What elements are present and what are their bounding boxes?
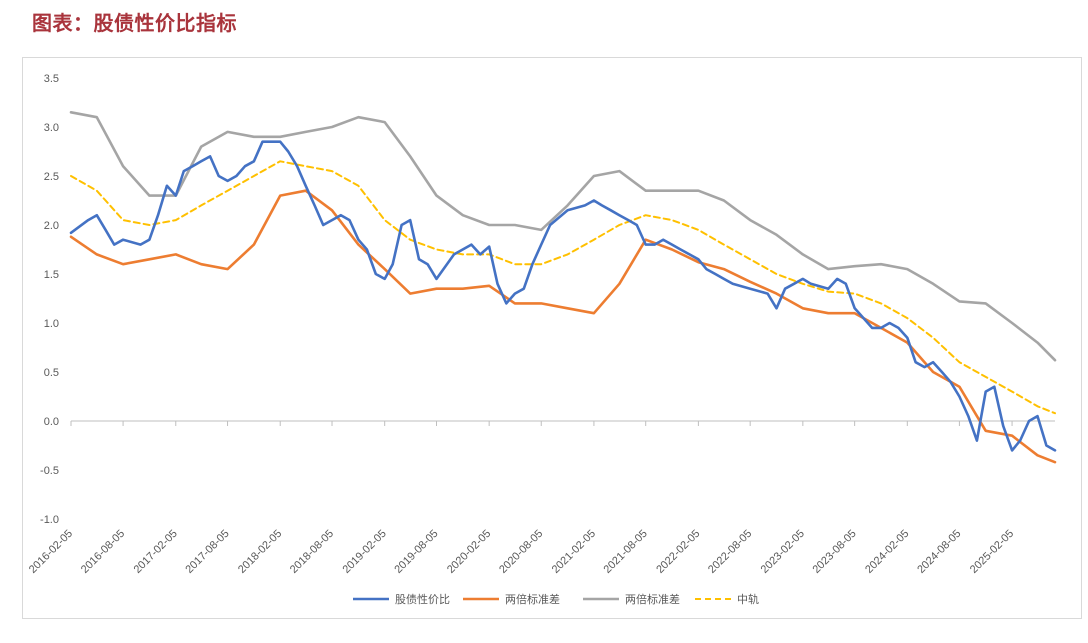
x-tick-label: 2025-02-05 <box>968 528 1016 576</box>
x-tick-label: 2020-08-05 <box>497 528 545 576</box>
x-tick-label: 2024-08-05 <box>915 528 963 576</box>
legend-label: 中轨 <box>737 592 759 606</box>
chart-svg: -1.0 -0.5 0.0 0.5 1.0 1.5 2.0 2.5 3.0 3.5 2016-02… <box>27 73 1057 606</box>
x-tick-label: 2024-02-05 <box>863 528 911 576</box>
chart-title: 图表：股债性价比指标 <box>32 11 237 35</box>
series-lines <box>69 110 1057 464</box>
legend-label: 两倍标准差 <box>505 592 560 606</box>
y-tick-label: 1.5 <box>44 269 59 281</box>
x-tick-label: 2022-02-05 <box>654 528 702 576</box>
legend: 股债性价比 两倍标准差 两倍标准差 中轨 <box>353 592 759 606</box>
x-tick-label: 2021-02-05 <box>550 528 598 576</box>
y-tick-label: 2.0 <box>44 220 59 232</box>
x-tick-label: 2023-02-05 <box>759 528 807 576</box>
series-line-0 <box>69 140 1057 452</box>
x-tick-label: 2019-08-05 <box>392 528 440 576</box>
y-tick-label: 3.5 <box>44 73 59 85</box>
y-tick-label: 2.5 <box>44 171 59 183</box>
x-tick-label: 2023-08-05 <box>810 528 858 576</box>
x-tick-label: 2020-02-05 <box>445 528 493 576</box>
y-axis: -1.0 -0.5 0.0 0.5 1.0 1.5 2.0 2.5 3.0 3.5 <box>40 73 59 526</box>
legend-label: 股债性价比 <box>395 592 450 606</box>
x-tick-label: 2022-08-05 <box>706 528 754 576</box>
y-tick-label: 1.0 <box>44 318 59 330</box>
x-tick-label: 2021-08-05 <box>602 528 650 576</box>
series-line-2 <box>69 110 1057 362</box>
y-tick-label: 3.0 <box>44 122 59 134</box>
y-tick-label: 0.0 <box>44 416 59 428</box>
y-tick-label: -0.5 <box>40 465 59 477</box>
x-tick-label: 2016-02-05 <box>27 528 75 576</box>
legend-label: 两倍标准差 <box>625 592 680 606</box>
x-tick-label: 2017-02-05 <box>132 528 180 576</box>
x-axis: 2016-02-05 2016-08-05 2017-02-05 2017-08-05… <box>27 420 1055 576</box>
x-tick-label: 2018-08-05 <box>288 528 336 576</box>
x-tick-label: 2016-08-05 <box>79 528 127 576</box>
series-line-1 <box>69 189 1057 464</box>
y-tick-label: -1.0 <box>40 514 59 526</box>
chart-area: -1.0 -0.5 0.0 0.5 1.0 1.5 2.0 2.5 3.0 3.5 2016-02… <box>22 57 1082 619</box>
x-tick-label: 2019-02-05 <box>341 528 389 576</box>
x-tick-label: 2017-08-05 <box>183 528 231 576</box>
y-tick-label: 0.5 <box>44 367 59 379</box>
series-line-3 <box>70 160 1056 415</box>
x-tick-label: 2018-02-05 <box>236 528 284 576</box>
